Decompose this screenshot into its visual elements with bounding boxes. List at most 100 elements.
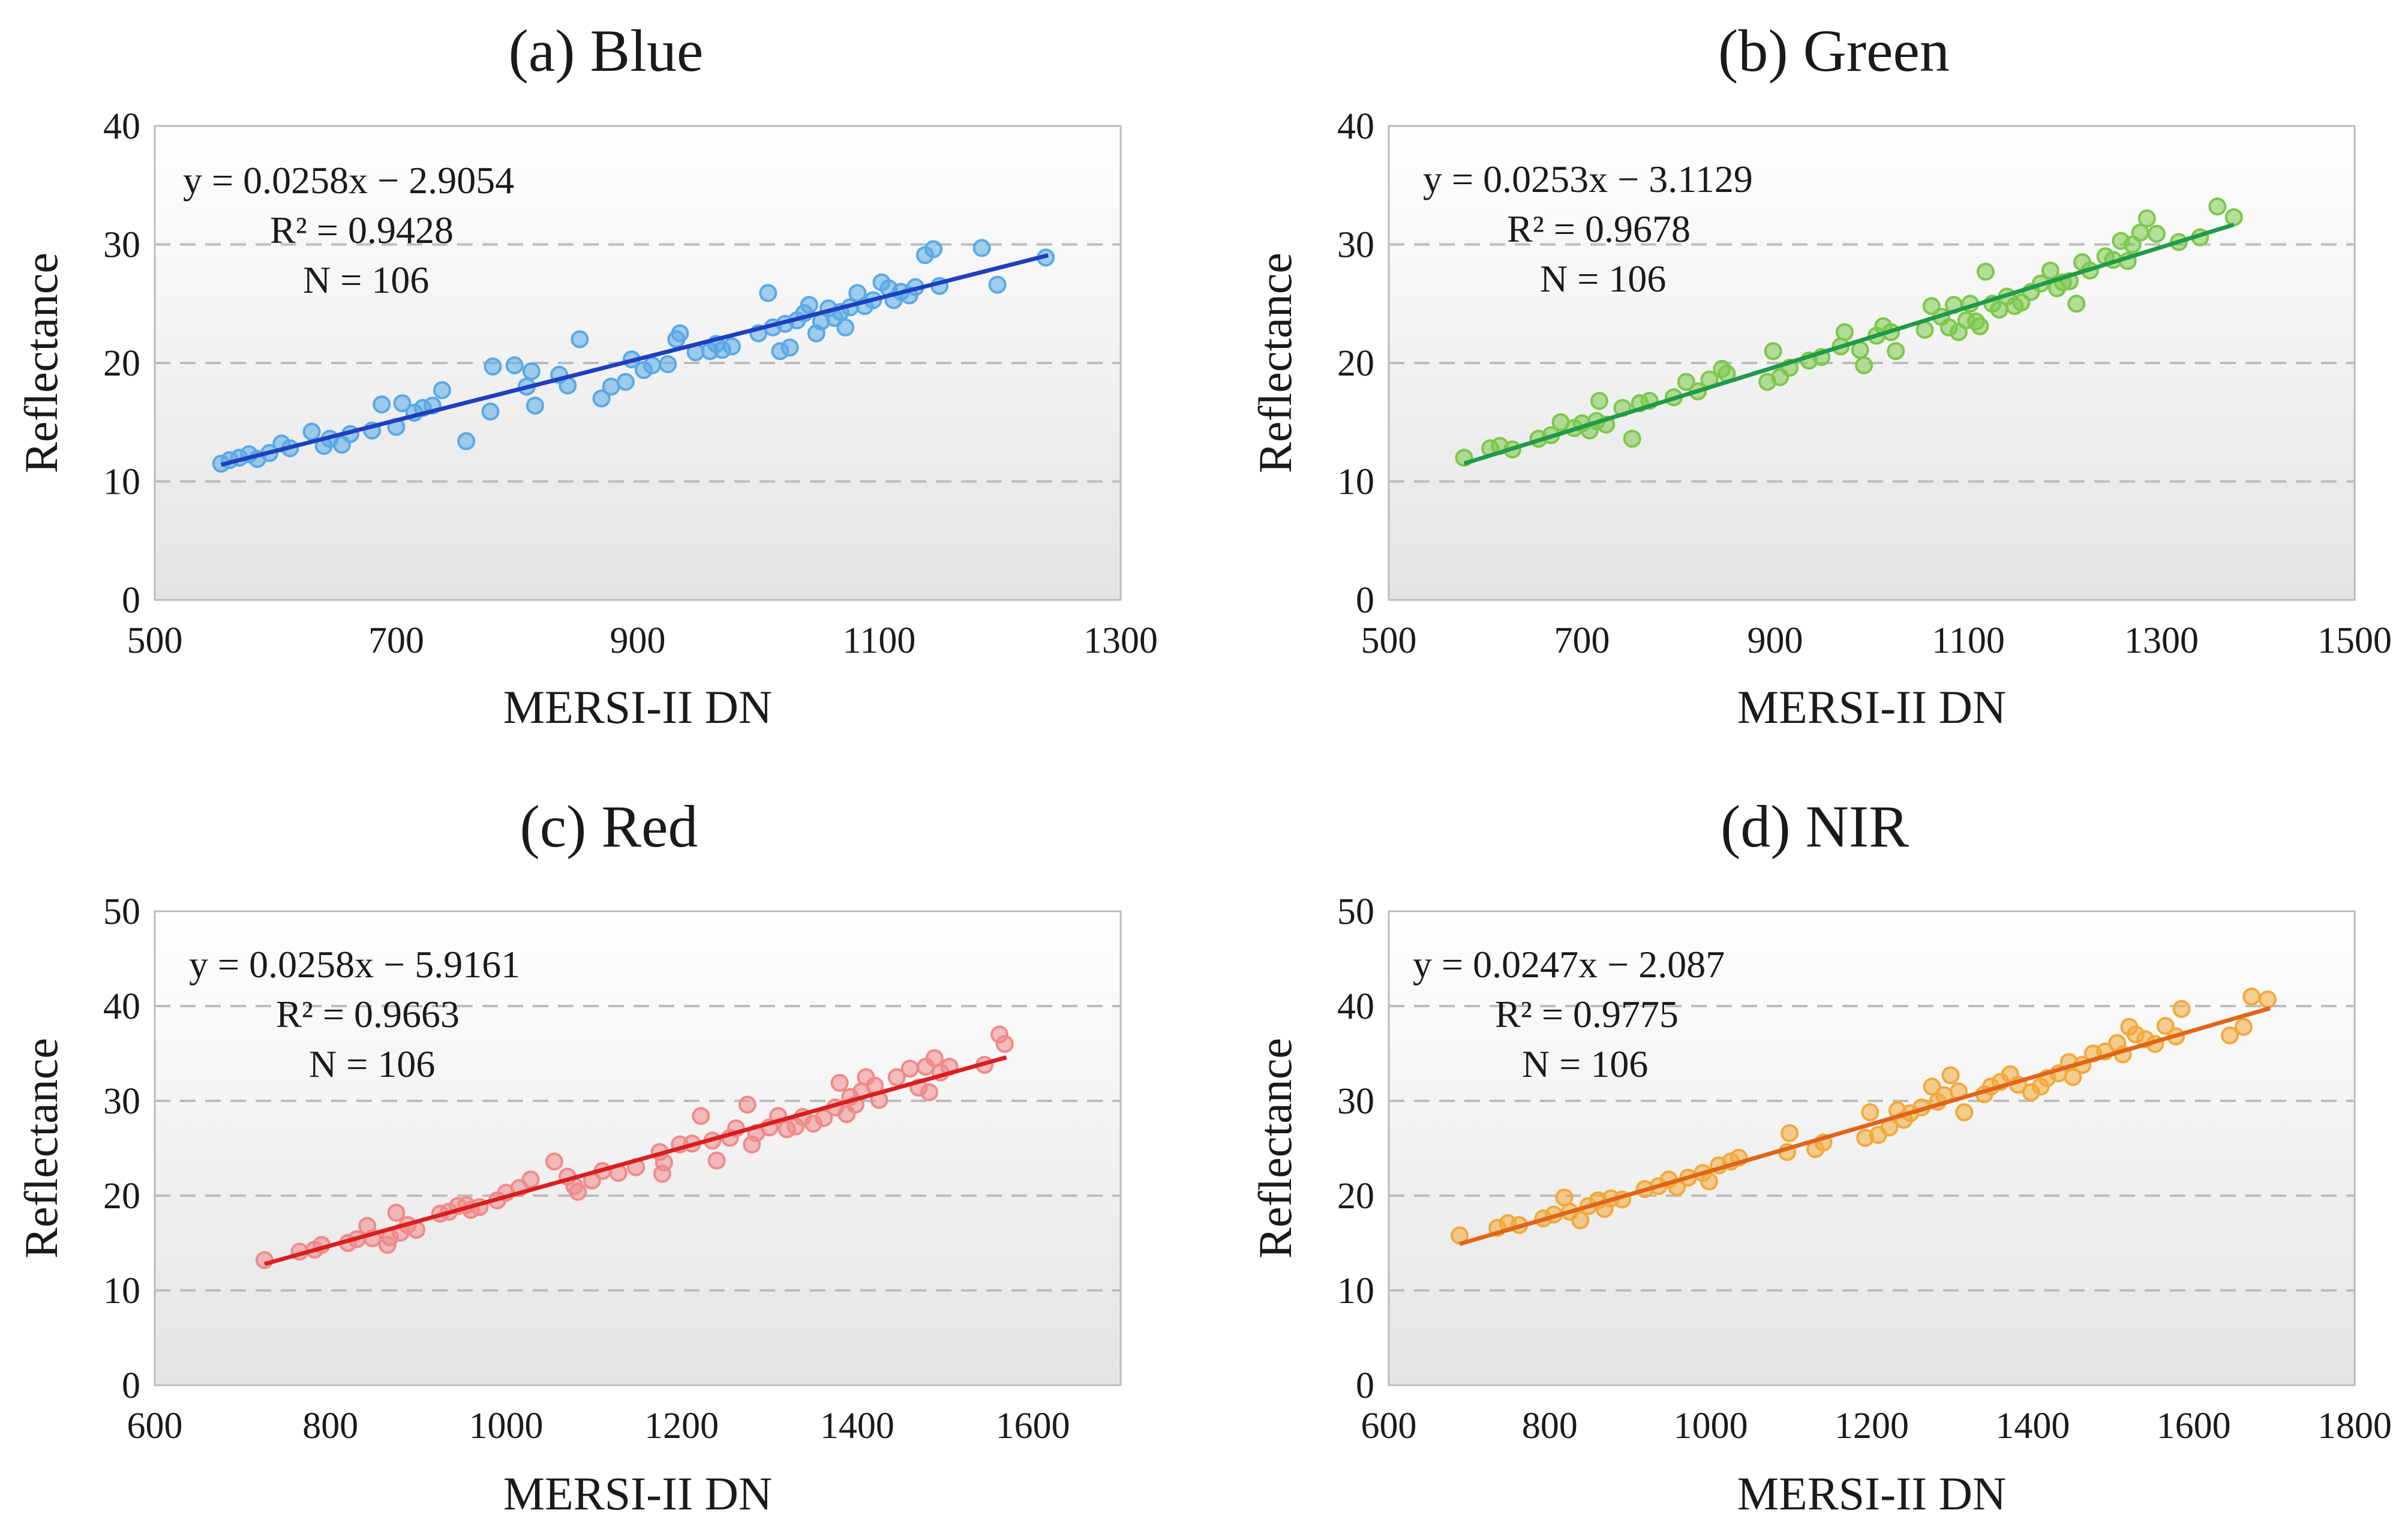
data-point — [1764, 342, 1782, 361]
r-squared-label: R² = 0.9775 — [1495, 993, 1679, 1035]
data-point — [988, 275, 1007, 294]
x-axis-label: MERSI-II DN — [1737, 1467, 2006, 1520]
data-point — [457, 432, 476, 451]
data-point — [2234, 1017, 2253, 1036]
y-tick-label: 40 — [103, 986, 140, 1027]
data-point — [759, 284, 777, 302]
data-point — [972, 239, 991, 257]
data-point — [393, 394, 412, 413]
data-point — [602, 377, 620, 396]
data-point — [887, 1068, 906, 1086]
data-point — [836, 318, 855, 337]
data-point — [800, 296, 818, 314]
x-tick-label: 1000 — [469, 1406, 543, 1446]
y-tick-label: 20 — [103, 1176, 140, 1217]
chart-title: (d) NIR — [1721, 793, 1909, 860]
data-point — [995, 1035, 1014, 1053]
chart-title: (a) Blue — [509, 17, 704, 84]
data-point — [571, 330, 589, 349]
data-point — [522, 362, 541, 380]
r-squared-label: R² = 0.9678 — [1507, 208, 1691, 250]
data-point — [830, 1073, 849, 1092]
y-tick-label: 20 — [1337, 1176, 1374, 1217]
y-tick-label: 10 — [1337, 462, 1374, 503]
regression-equation: y = 0.0253x − 3.1129 — [1423, 158, 1753, 200]
data-point — [1700, 1172, 1718, 1191]
x-tick-label: 1100 — [1932, 620, 2005, 661]
x-tick-label: 500 — [127, 620, 183, 661]
data-point — [2041, 261, 2059, 280]
regression-line — [1459, 1006, 2271, 1246]
y-axis-label: Reflectance — [15, 253, 67, 473]
data-point — [780, 338, 799, 357]
data-point — [924, 240, 943, 259]
x-tick-label: 500 — [1361, 620, 1417, 661]
x-tick-label: 800 — [302, 1406, 358, 1446]
plot-area — [1388, 910, 2356, 1386]
data-point — [569, 1182, 587, 1201]
data-point — [2156, 1017, 2175, 1035]
data-point — [1623, 430, 1641, 448]
sample-count-label: N = 106 — [1540, 257, 1666, 300]
data-point — [1976, 262, 1995, 281]
y-tick-label: 40 — [103, 106, 140, 147]
x-tick-label: 1400 — [820, 1406, 894, 1446]
y-tick-label: 40 — [1337, 986, 1374, 1027]
data-point — [2224, 208, 2243, 227]
y-tick-label: 30 — [103, 1081, 140, 1122]
data-point — [505, 356, 524, 374]
y-axis-label: Reflectance — [1249, 1038, 1301, 1259]
data-point — [1835, 323, 1854, 341]
data-point — [433, 381, 451, 400]
data-point — [671, 324, 689, 343]
y-tick-label: 20 — [1337, 343, 1374, 384]
data-point — [1971, 317, 1989, 335]
data-point — [255, 1251, 274, 1269]
y-tick-label: 50 — [103, 891, 140, 932]
regression-equation: y = 0.0258x − 2.9054 — [183, 159, 514, 202]
data-point — [2172, 999, 2191, 1018]
data-point — [484, 357, 502, 376]
data-point — [1923, 1077, 1941, 1096]
x-axis-label: MERSI-II DN — [503, 1467, 772, 1520]
data-point — [738, 1095, 756, 1114]
y-tick-label: 10 — [103, 462, 140, 503]
y-tick-label: 50 — [1337, 891, 1374, 932]
chart-title: (c) Red — [520, 793, 698, 860]
x-tick-label: 1400 — [1995, 1406, 2070, 1446]
data-point — [707, 1151, 726, 1170]
x-tick-label: 1600 — [2157, 1406, 2231, 1446]
data-point — [2242, 987, 2261, 1006]
regression-equation: y = 0.0258x − 5.9161 — [189, 943, 520, 986]
y-tick-label: 30 — [103, 225, 140, 266]
data-point — [2147, 224, 2166, 243]
y-tick-label: 10 — [103, 1271, 140, 1311]
data-point — [1887, 342, 1905, 361]
x-tick-label: 1300 — [1083, 620, 1158, 661]
chart-panel-red: (c) Red 0 10 20 30 40 50 600 800 1000 1200 1400 160… — [15, 793, 1122, 1520]
data-point — [2208, 197, 2227, 216]
chart-title: (b) Green — [1718, 17, 1950, 84]
chart-panel-nir: (d) NIR 0 10 20 30 40 50 600 800 1000 1200 1400 160… — [1249, 793, 2392, 1520]
x-tick-label: 1200 — [644, 1406, 719, 1446]
data-point — [1941, 1066, 1960, 1085]
x-tick-label: 1000 — [1674, 1406, 1748, 1446]
x-tick-label: 600 — [127, 1406, 183, 1446]
data-point — [654, 1153, 673, 1172]
sample-count-label: N = 106 — [303, 259, 429, 301]
data-point — [2137, 209, 2156, 228]
data-point — [1677, 373, 1695, 391]
y-axis-label: Reflectance — [1249, 253, 1301, 473]
chart-panel-blue: (a) Blue 0 10 20 30 40 500 700 900 1100 1300 MERS… — [15, 17, 1158, 733]
data-point — [1955, 1103, 1974, 1121]
data-point — [302, 422, 321, 441]
x-tick-label: 900 — [610, 620, 666, 661]
data-point — [1590, 392, 1608, 410]
data-point — [373, 395, 391, 414]
data-point — [592, 389, 611, 408]
regression-line — [1463, 223, 2235, 466]
chart-panel-green: (b) Green 0 10 20 30 40 500 700 900 1100 1300 1500… — [1249, 17, 2392, 733]
x-tick-label: 600 — [1361, 1406, 1417, 1446]
data-point — [920, 1083, 938, 1101]
data-point — [2064, 1068, 2082, 1086]
